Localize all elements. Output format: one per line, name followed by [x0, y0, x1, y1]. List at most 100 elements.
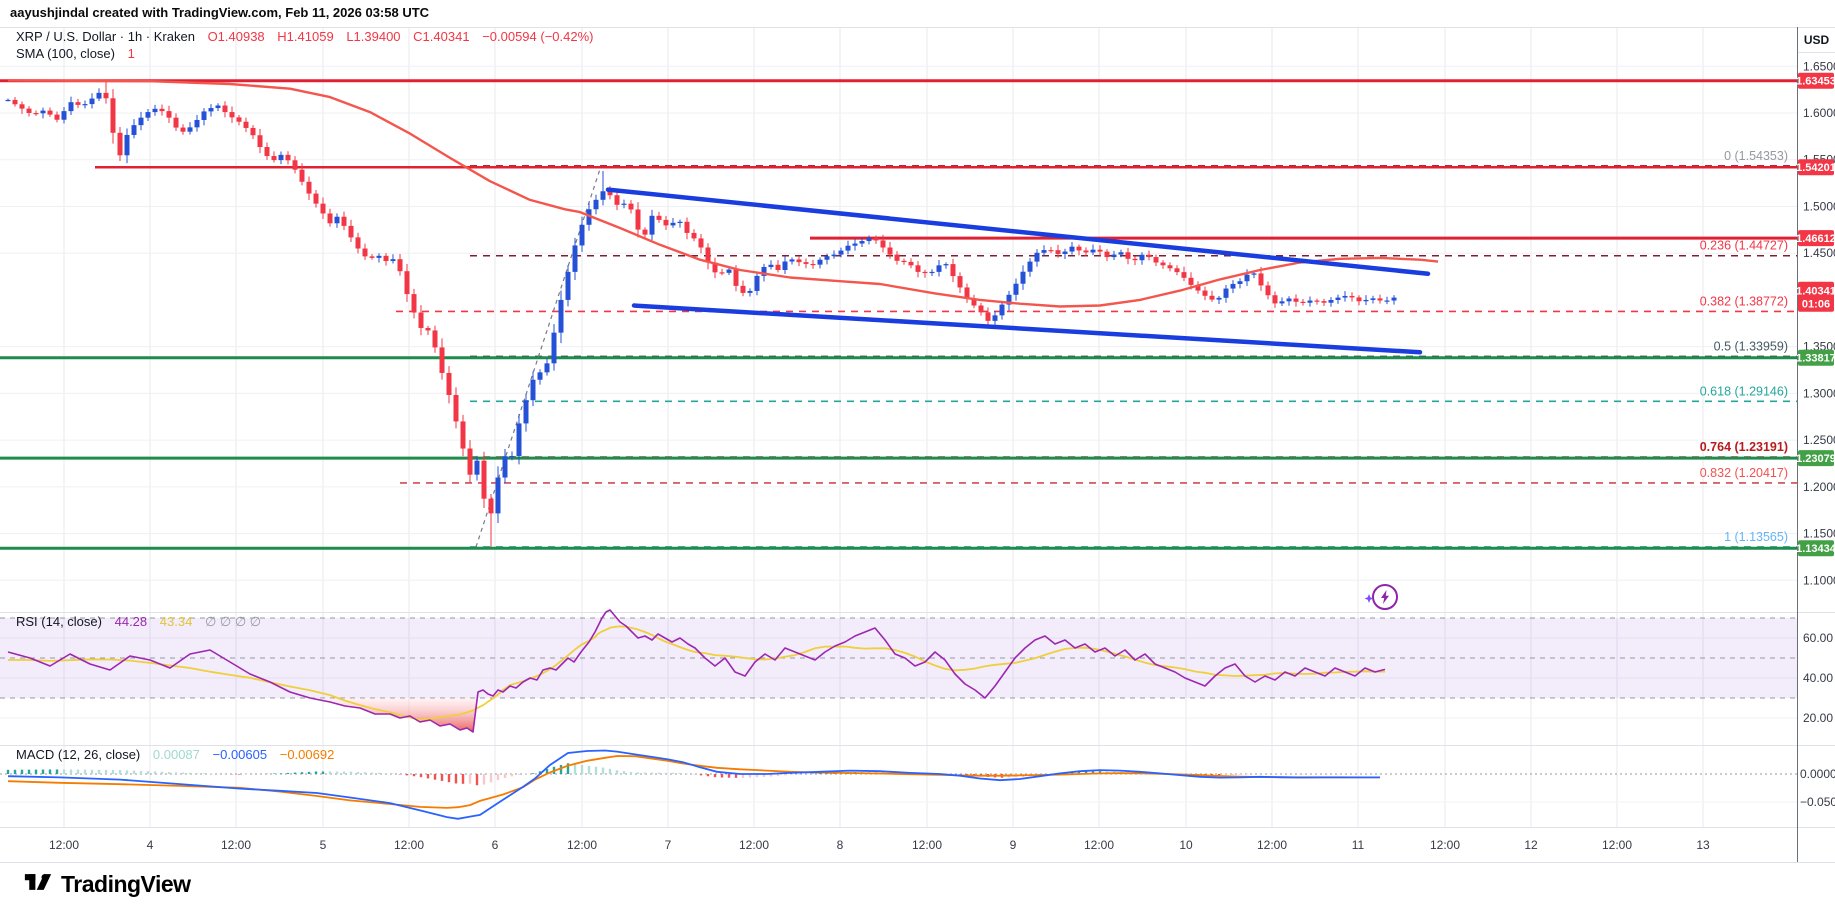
- candle: [649, 215, 655, 235]
- candle: [257, 135, 263, 148]
- candle: [1174, 268, 1180, 273]
- time-tick-label: 7: [665, 838, 672, 852]
- fib-labels: 0 (1.54353) 0.236 (1.44727) 0.382 (1.38772…: [1700, 149, 1788, 544]
- candle: [999, 304, 1005, 316]
- sma-value: 1: [127, 46, 135, 61]
- candle: [1062, 251, 1068, 254]
- candle: [1391, 297, 1397, 301]
- candle: [19, 104, 25, 109]
- candle: [992, 315, 998, 321]
- candle: [1342, 295, 1348, 298]
- support-resistance-lines[interactable]: [0, 79, 1797, 550]
- time-tick-label: 12:00: [912, 838, 942, 852]
- boost-lightning-icon[interactable]: [1364, 584, 1398, 610]
- price-badge-text: 1.63453: [1796, 76, 1835, 88]
- candle: [894, 254, 900, 261]
- candle: [915, 265, 921, 272]
- candle: [341, 216, 347, 226]
- sma-layer[interactable]: [7, 79, 1439, 308]
- rsi-line: [7, 609, 1386, 733]
- candle: [684, 221, 690, 233]
- candle: [306, 181, 312, 194]
- tradingview-logo[interactable]: TradingView: [24, 868, 191, 901]
- candle: [215, 105, 221, 109]
- candle: [327, 213, 333, 224]
- channel-upper-trendline[interactable]: [605, 187, 1431, 277]
- candle: [26, 108, 32, 113]
- time-tick-label: 6: [492, 838, 499, 852]
- macd-line-value: −0.00605: [212, 747, 268, 762]
- time-tick-label: 13: [1696, 838, 1710, 852]
- candle: [957, 276, 963, 288]
- candle: [726, 269, 732, 273]
- candle: [1286, 298, 1292, 302]
- candle: [971, 298, 977, 306]
- price-axis[interactable]: 1.650001.600001.550001.500001.450001.350…: [1796, 59, 1835, 809]
- candle: [810, 263, 816, 266]
- candle: [572, 245, 578, 272]
- descending-channel[interactable]: [605, 187, 1431, 355]
- pane-borders: [0, 27, 1835, 863]
- candles-layer[interactable]: [5, 82, 1397, 547]
- price-level-badge: [1798, 540, 1834, 557]
- candle: [1349, 295, 1355, 298]
- candle: [551, 332, 557, 364]
- candle: [488, 498, 494, 514]
- candle: [754, 275, 760, 291]
- rsi-band: [0, 617, 1797, 699]
- time-tick-label: 9: [1010, 838, 1017, 852]
- macd-signal-value: −0.00692: [279, 747, 335, 762]
- candle: [978, 305, 984, 313]
- candle: [803, 262, 809, 264]
- candle: [831, 254, 837, 257]
- candle: [1265, 285, 1271, 296]
- candle: [1139, 254, 1145, 261]
- candle: [411, 294, 417, 313]
- price-badge-countdown: 01:06: [1802, 299, 1830, 311]
- candle: [985, 312, 991, 321]
- channel-lower-trendline[interactable]: [631, 303, 1423, 355]
- symbol-legend[interactable]: XRP / U.S. Dollar · 1h · Kraken O1.40938…: [16, 29, 603, 44]
- candle: [222, 105, 228, 113]
- macd-legend[interactable]: MACD (12, 26, close) 0.00087 −0.00605 −0…: [16, 747, 343, 762]
- rsi-pane[interactable]: [7, 609, 1386, 733]
- rsi-legend[interactable]: RSI (14, close) 44.28 43.34 ∅ ∅ ∅ ∅: [16, 614, 270, 630]
- macd-pane[interactable]: [0, 749, 1797, 820]
- candle: [47, 110, 53, 115]
- time-tick-label: 11: [1352, 838, 1365, 852]
- price-tick-label: 1.65000: [1803, 59, 1835, 73]
- candle: [1363, 299, 1369, 302]
- candle: [1160, 262, 1166, 266]
- candle: [1195, 284, 1201, 291]
- time-tick-label: 12:00: [739, 838, 769, 852]
- candle: [586, 209, 592, 225]
- candle: [502, 456, 508, 478]
- gridlines: [0, 27, 1797, 827]
- candle: [663, 219, 669, 226]
- candle: [110, 98, 116, 133]
- price-tick-label: 1.60000: [1803, 106, 1835, 120]
- candle: [82, 104, 88, 106]
- candle: [383, 255, 389, 262]
- candle: [418, 312, 424, 328]
- price-tick-label: 1.25000: [1803, 433, 1835, 447]
- candle: [446, 372, 452, 395]
- candle: [761, 267, 767, 276]
- candle: [33, 113, 39, 115]
- sma-legend[interactable]: SMA (100, close) 1: [16, 46, 144, 61]
- candle: [264, 147, 270, 156]
- price-axis-currency-label[interactable]: USD: [1798, 28, 1835, 53]
- candle: [243, 121, 249, 128]
- macd-tick-label: −0.05000: [1800, 795, 1835, 809]
- candle: [824, 256, 830, 260]
- candle: [1146, 254, 1152, 258]
- sma-100-line[interactable]: [7, 79, 1439, 308]
- candle: [173, 117, 179, 128]
- candle: [96, 92, 102, 99]
- time-axis[interactable]: 12:00 4 12:00 5 12:00 6 12:00 7 12:00 8 12:00 9 12:0…: [49, 838, 1710, 852]
- rsi-label: RSI (14, close): [16, 614, 102, 629]
- candle: [866, 237, 872, 242]
- candle: [1279, 301, 1285, 304]
- candle: [355, 237, 361, 249]
